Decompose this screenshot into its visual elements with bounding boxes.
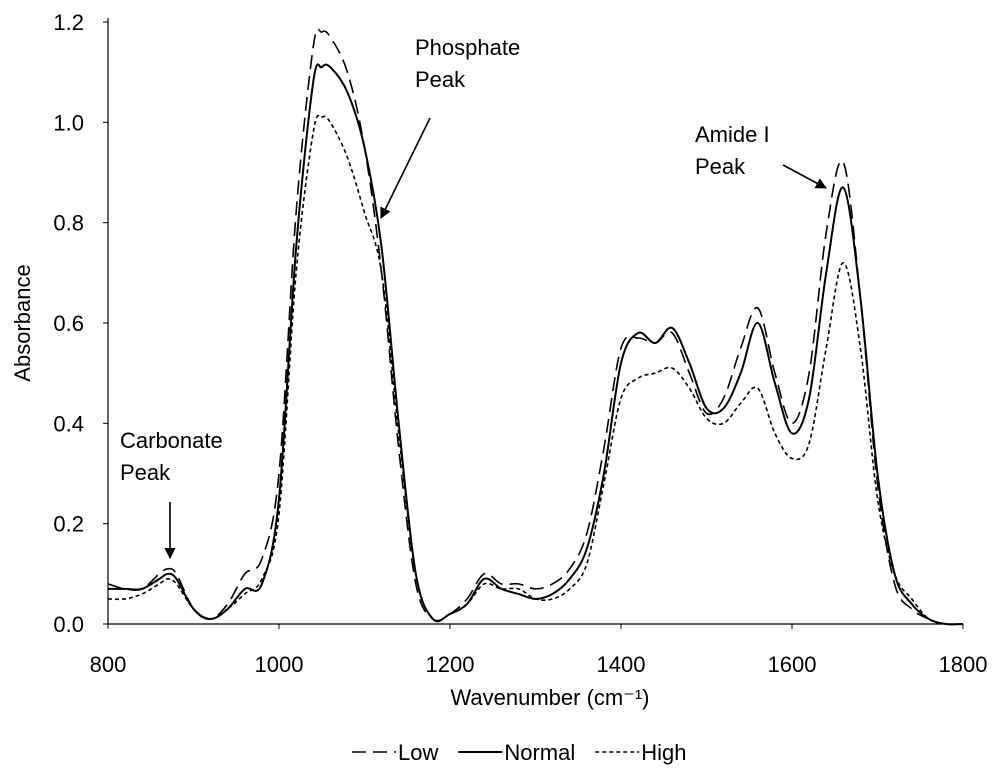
annotation-arrow — [782, 164, 827, 189]
data-line — [107, 28, 964, 626]
x-tick-label: 1000 — [255, 652, 304, 677]
annotation-text: Peak — [695, 154, 746, 179]
y-tick-label: 0.6 — [53, 311, 84, 336]
annotation-text: Phosphate — [415, 35, 520, 60]
legend-label: Low — [398, 740, 438, 765]
x-tick-label: 1600 — [768, 652, 817, 677]
x-tick-label: 1200 — [426, 652, 475, 677]
annotation-text: Amide I — [695, 122, 770, 147]
y-tick-label: 0.8 — [53, 211, 84, 236]
annotation-text: Peak — [120, 460, 171, 485]
annotation-text: Carbonate — [120, 428, 223, 453]
x-tick-label: 1800 — [939, 652, 988, 677]
y-axis-title: Absorbance — [10, 264, 35, 381]
y-tick-label: 1.0 — [53, 110, 84, 135]
annotation-text: Peak — [415, 67, 466, 92]
legend-label: High — [641, 740, 686, 765]
y-tick-label: 0.0 — [53, 612, 84, 637]
data-line — [107, 63, 964, 626]
x-tick-label: 800 — [90, 652, 127, 677]
y-tick-label: 0.2 — [53, 512, 84, 537]
x-axis-title: Wavenumber (cm⁻¹) — [450, 685, 649, 710]
y-tick-label: 0.4 — [53, 411, 84, 436]
x-tick-label: 1400 — [597, 652, 646, 677]
legend-label: Normal — [504, 740, 575, 765]
legend: Low Normal High — [352, 740, 687, 765]
y-tick-label: 1.2 — [53, 10, 84, 35]
annotation-arrow — [380, 117, 431, 220]
data-line — [107, 114, 964, 626]
